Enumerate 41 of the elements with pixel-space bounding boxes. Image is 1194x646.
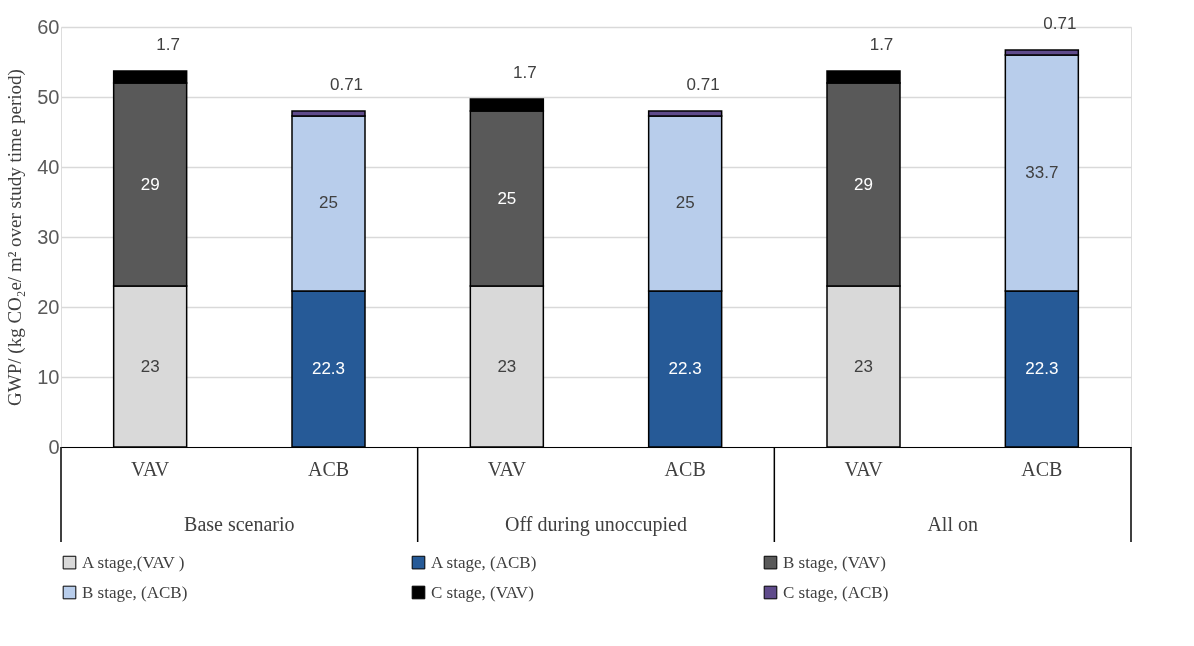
- x-tick-label: ACB: [307, 457, 350, 480]
- data-label: 23: [140, 356, 160, 376]
- y-tick-label: 10: [37, 365, 60, 388]
- y-axis-title: GWP/ (kg CO₂e/ m² over study time period): [4, 69, 27, 406]
- y-tick-label: 40: [37, 155, 60, 178]
- data-label: 22.3: [1025, 358, 1059, 378]
- x-tick-label: ACB: [1021, 457, 1063, 480]
- text: Base scenario: [184, 513, 295, 535]
- data-label: 25: [497, 188, 517, 208]
- y-tick-label: 0: [48, 435, 60, 458]
- y-tick-label: 60: [37, 15, 60, 38]
- legend-label: C stage, (ACB): [783, 582, 889, 602]
- data-label: 22.3: [311, 358, 346, 378]
- x-tick-label: VAV: [131, 457, 170, 480]
- data-label: 29: [140, 174, 160, 194]
- legend-label: B stage, (VAV): [783, 552, 886, 572]
- data-label: 25: [319, 193, 338, 213]
- y-tick-label: 30: [37, 225, 60, 248]
- data-label: 1.7: [156, 35, 180, 55]
- x-tick-label: VAV: [487, 457, 527, 480]
- y-tick-label: 20: [37, 295, 60, 318]
- x-tick-label: ACB: [664, 457, 706, 480]
- data-label: 0.71: [1043, 14, 1077, 34]
- text: All on: [927, 513, 978, 535]
- data-label: 23: [854, 356, 873, 376]
- data-label: 0.71: [329, 74, 364, 94]
- y-tick-label: 50: [37, 85, 60, 108]
- legend-label: A stage, (ACB): [431, 552, 537, 572]
- legend-label: C stage, (VAV): [431, 582, 534, 602]
- data-label: 23: [497, 356, 517, 376]
- data-label: 33.7: [1025, 162, 1059, 182]
- data-label: 29: [854, 174, 873, 194]
- data-label: 22.3: [668, 358, 702, 378]
- data-label: 0.71: [686, 74, 720, 94]
- legend-label: A stage,(VAV ): [82, 552, 185, 572]
- data-label: 1.7: [869, 35, 894, 55]
- legend-label: B stage, (ACB): [82, 582, 188, 602]
- data-label: 1.7: [513, 63, 537, 83]
- text: Off during unoccupied: [505, 513, 687, 536]
- data-label: 25: [675, 193, 695, 213]
- x-tick-label: VAV: [844, 457, 884, 480]
